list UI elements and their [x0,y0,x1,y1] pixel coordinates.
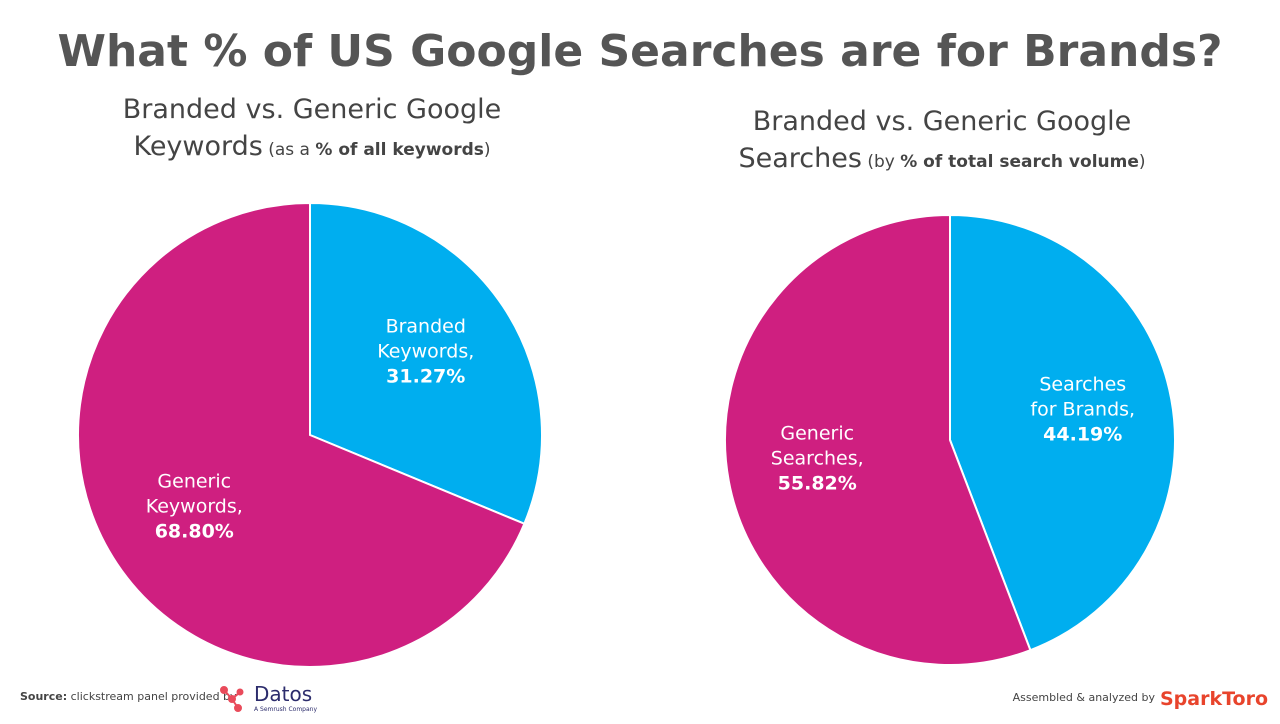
assembled-text: Assembled & analyzed by [1013,691,1156,704]
datos-tag: A Semrush Company [254,706,317,713]
pie-slice [724,213,1032,666]
pie-title: Keywords (as a % of all keywords) [133,131,490,162]
slice-label: Searches for Brands, [1030,373,1135,420]
slice-value: 55.82% [778,473,857,495]
datos-name: Datos [254,682,312,706]
main-title: What % of US Google Searches are for Bra… [57,26,1222,77]
pie-subtitle: % of total search volume [900,152,1139,172]
pie-subtitle: (by [862,152,900,172]
pie-title: Branded vs. Generic Google [753,106,1131,137]
source-text: clickstream panel provided by [67,690,237,703]
pie-title-line: Branded vs. Generic Google [123,94,501,125]
footer-source: Source: clickstream panel provided by [20,690,237,703]
pie-slice [309,201,543,526]
sparktoro-logo: SparkToro [1160,688,1268,710]
slice-label: Generic Keywords, [146,470,243,517]
pie-slice [77,201,526,668]
source-label: Source: [20,690,67,703]
slice-value: 44.19% [1043,423,1122,445]
datos-logo [220,686,244,712]
pie-title-line: Searches [738,143,861,174]
pie-subtitle: % of all keywords [315,140,484,160]
pie-subtitle: ) [1139,152,1146,172]
pie-title-line: Keywords [133,131,262,162]
slice-value: 31.27% [386,366,465,388]
pie-subtitle: ) [484,140,491,160]
slice-label: Branded Keywords, [377,316,474,363]
pie-slice [949,213,1176,652]
pie-title-line: Branded vs. Generic Google [753,106,1131,137]
pie-subtitle: (as a [263,140,316,160]
slice-value: 68.80% [155,520,234,542]
slice-label: Generic Searches, [771,423,864,470]
pie-title: Searches (by % of total search volume) [738,143,1145,174]
pie-title: Branded vs. Generic Google [123,94,501,125]
